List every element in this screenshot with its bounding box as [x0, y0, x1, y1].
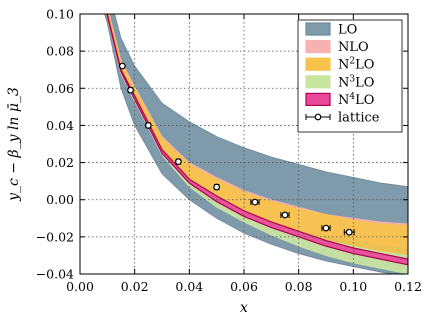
legend-item-n-2lo: N2LO — [305, 57, 374, 73]
legend-label: lattice — [338, 111, 380, 126]
lattice-marker — [127, 86, 134, 94]
legend-swatch-n-4lo — [305, 92, 331, 107]
y-axis-label: y_c − β_y ln μ̄_3 — [6, 87, 22, 202]
legend-swatch-nlo — [305, 39, 331, 54]
lattice-marker — [322, 224, 330, 232]
legend-label: N3LO — [338, 74, 374, 90]
y-tick-label: 0.02 — [46, 155, 74, 170]
legend-label: N2LO — [338, 57, 374, 73]
lattice-marker — [213, 183, 221, 191]
lattice-point — [343, 228, 355, 236]
legend-swatch-lo — [305, 22, 331, 36]
lattice-marker — [144, 122, 152, 129]
x-tick-label: 0.08 — [285, 279, 313, 294]
legend-item-lo: LO — [305, 22, 357, 38]
lattice-point — [174, 158, 182, 166]
legend-label: LO — [338, 23, 357, 38]
lattice-marker — [345, 228, 353, 236]
y-tick-label: −0.04 — [36, 267, 74, 282]
legend-item-lattice: lattice — [305, 111, 380, 126]
legend-item-nlo: NLO — [305, 39, 369, 55]
lattice-point — [144, 122, 152, 129]
lattice-point — [118, 62, 126, 70]
lattice-point — [213, 183, 221, 191]
lattice-marker — [174, 158, 182, 166]
lattice-point — [280, 211, 290, 219]
lattice-marker — [281, 211, 289, 219]
x-tick-label: 0.02 — [121, 279, 149, 294]
x-tick-label: 0.04 — [175, 279, 203, 294]
x-tick-label: 0.12 — [394, 279, 422, 294]
legend-swatch-n-2lo — [305, 57, 331, 71]
y-tick-label: −0.02 — [36, 229, 74, 244]
band-n-4lo — [106, 14, 408, 266]
axis-ticks: 0.00 0.02 0.04 0.06 0.08 0.10 0.12 −0.04 −0.02 0.… — [36, 7, 422, 295]
legend-label: N4LO — [338, 92, 374, 108]
x-tick-label: 0.06 — [230, 279, 258, 294]
legend-swatch-marker — [314, 113, 322, 121]
lattice-points-layer — [118, 62, 355, 236]
y-tick-label: 0.06 — [46, 81, 74, 96]
y-tick-label: 0.04 — [46, 118, 74, 133]
legend-label: NLO — [338, 40, 369, 55]
x-tick-label: 0.00 — [66, 279, 94, 294]
x-tick-label: 0.10 — [339, 279, 367, 294]
x-axis-label: x — [240, 300, 248, 316]
lattice-marker — [251, 198, 259, 206]
legend-item-n-3lo: N3LO — [305, 74, 374, 90]
lattice-point — [127, 86, 134, 94]
legend-swatch-n-3lo — [305, 75, 331, 89]
band-lo — [104, 14, 408, 274]
y-tick-label: 0.00 — [46, 192, 74, 207]
legend-item-n-4lo: N4LO — [305, 92, 374, 108]
lattice-point — [250, 198, 260, 206]
lattice-point — [321, 224, 331, 232]
y-tick-label: 0.08 — [46, 44, 74, 59]
lattice-marker — [118, 62, 126, 70]
y-tick-label: 0.10 — [46, 7, 74, 22]
